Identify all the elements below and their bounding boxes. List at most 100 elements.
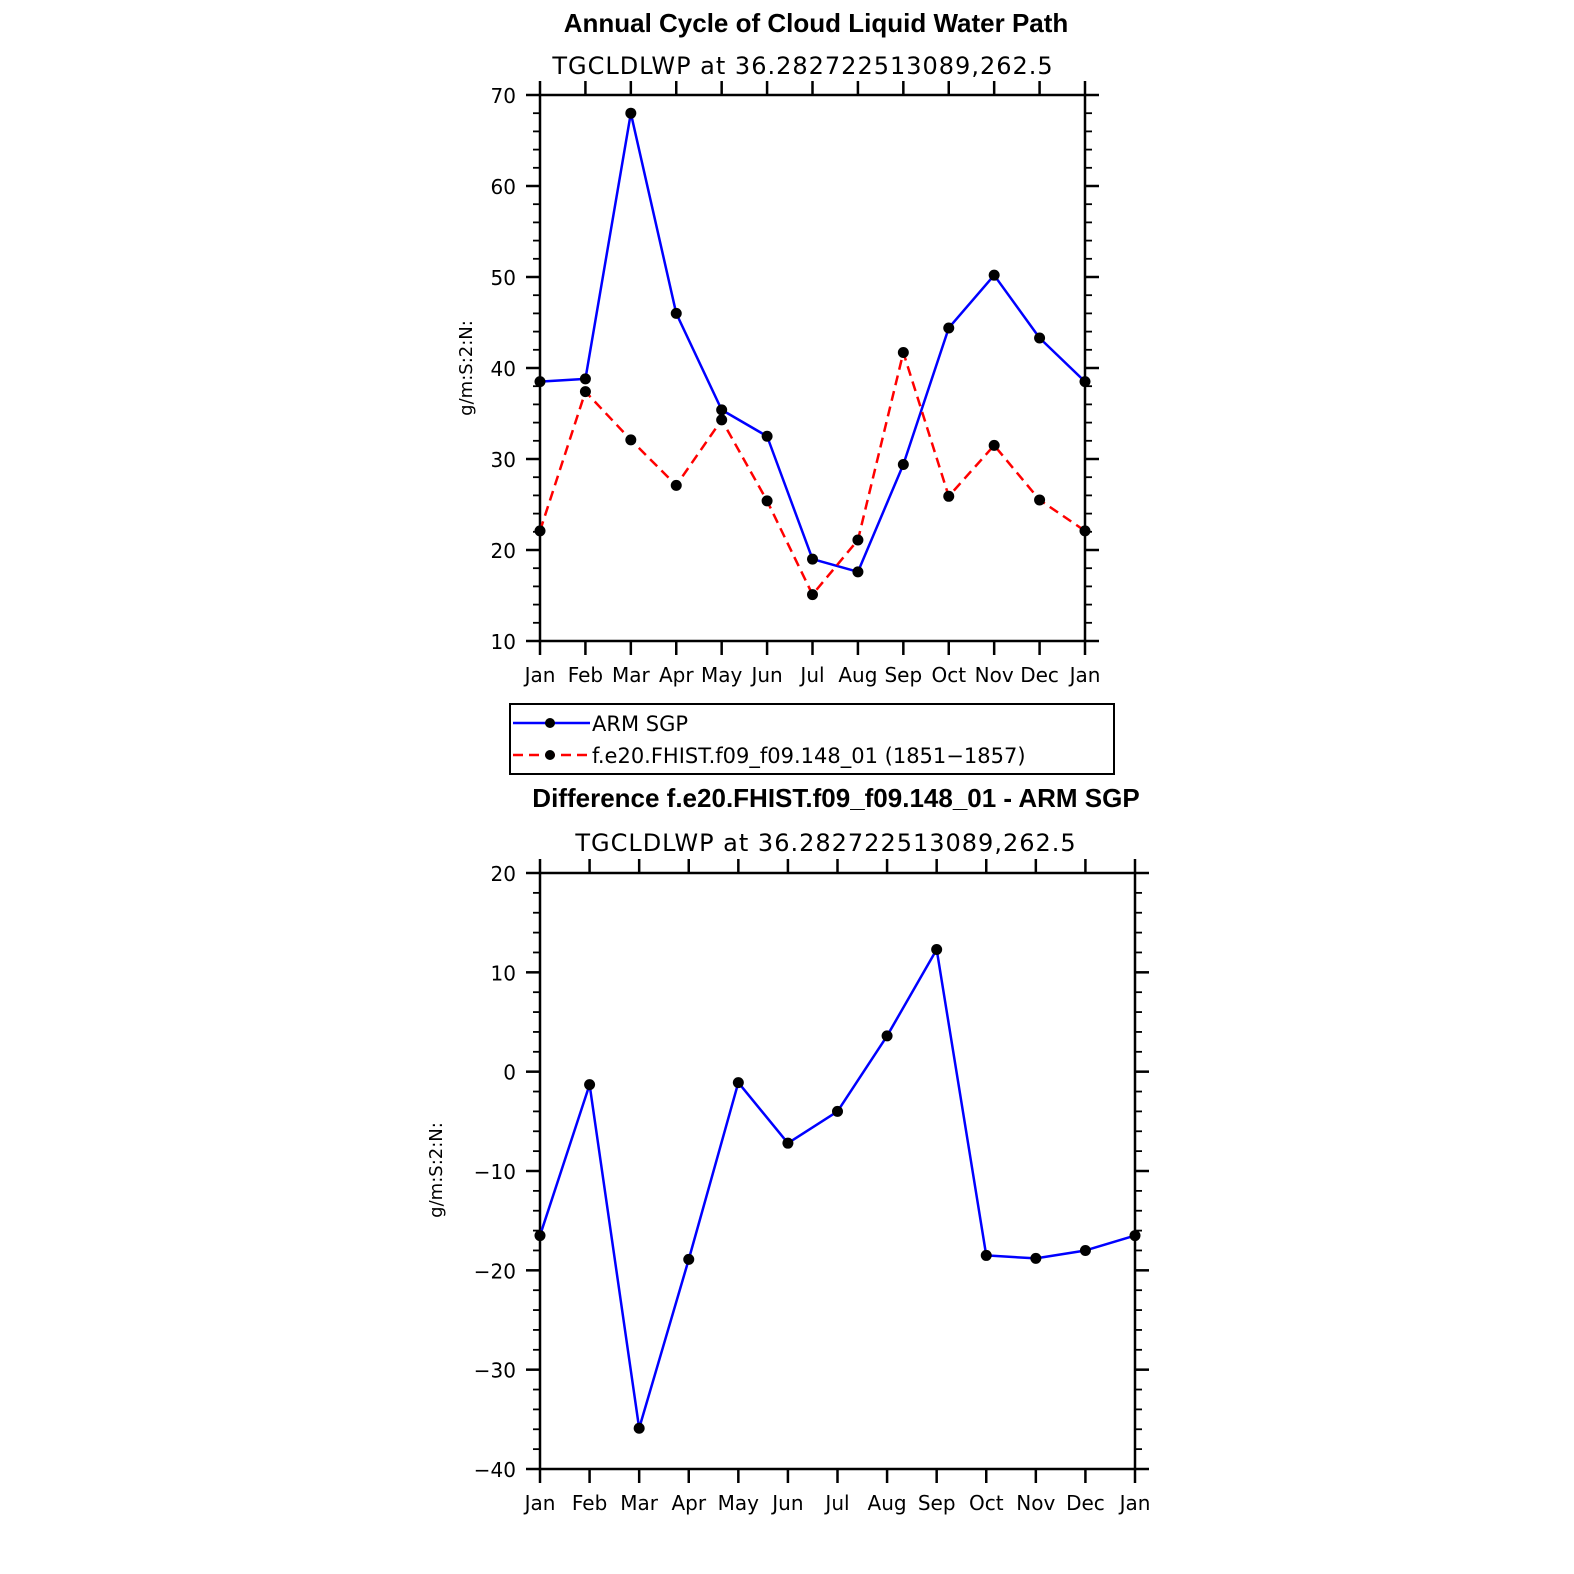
y-tick-label: 70 <box>491 84 516 108</box>
plot-frame <box>526 81 1099 655</box>
chart-title: Difference f.e20.FHIST.f09_f09.148_01 - … <box>532 783 1139 813</box>
y-tick-label: 10 <box>491 961 516 985</box>
data-point-0 <box>1129 1230 1141 1242</box>
y-tick-label: 60 <box>491 175 516 199</box>
data-point-0 <box>782 1137 794 1149</box>
chart-subtitle: TGCLDLWP at 36.282722513089,262.5 <box>551 52 1053 80</box>
x-tick-label: Dec <box>1066 1491 1105 1515</box>
data-point-0 <box>732 1077 744 1089</box>
legend-marker-model <box>545 750 555 760</box>
data-point-1 <box>670 479 682 491</box>
data-point-0 <box>534 376 546 388</box>
x-tick-label: Apr <box>659 663 694 687</box>
data-point-1 <box>579 386 591 398</box>
data-point-0 <box>633 1422 645 1434</box>
data-point-0 <box>579 373 591 385</box>
x-tick-label: Jan <box>523 663 556 687</box>
x-tick-label: Aug <box>838 663 877 687</box>
data-point-1 <box>943 490 955 502</box>
data-point-1 <box>761 495 773 507</box>
x-tick-label: Apr <box>671 1491 706 1515</box>
y-tick-label: −20 <box>474 1259 516 1283</box>
data-point-0 <box>534 1230 546 1242</box>
y-tick-label: −30 <box>474 1359 516 1383</box>
data-point-1 <box>852 534 864 546</box>
legend-marker-arm <box>545 718 555 728</box>
y-tick-label: 20 <box>491 539 516 563</box>
y-tick-labels: −40 −30 −20 −10 0 10 20 <box>474 862 516 1482</box>
chart-subtitle: TGCLDLWP at 36.282722513089,262.5 <box>574 829 1076 857</box>
data-point-0 <box>881 1030 893 1042</box>
y-tick-label: 30 <box>491 448 516 472</box>
y-tick-label: 10 <box>491 630 516 654</box>
series-line-0 <box>539 111 1086 574</box>
data-point-1 <box>897 347 909 359</box>
data-point-0 <box>897 458 909 470</box>
y-axis-label: g/m:S:2:N: <box>456 320 477 416</box>
x-tick-labels: Jan Feb Mar Apr May Jun Jul Aug Sep Oct Nov Dec Jan <box>523 663 1101 687</box>
data-point-0 <box>807 553 818 565</box>
data-point-1 <box>625 434 637 446</box>
x-tick-labels: Jan Feb Mar Apr May Jun Jul Aug Sep Oct Nov Dec Jan <box>523 1491 1151 1515</box>
x-tick-label: Jul <box>823 1491 849 1515</box>
data-point-1 <box>807 589 818 601</box>
x-tick-label: Jul <box>798 663 824 687</box>
y-tick-label: 40 <box>491 357 516 381</box>
data-point-0 <box>683 1253 695 1265</box>
x-tick-label: Feb <box>572 1491 607 1515</box>
data-point-0 <box>670 307 682 319</box>
y-tick-labels: 10 20 30 40 50 60 70 <box>491 84 516 654</box>
plot-border <box>538 871 1137 1471</box>
data-point-0 <box>1034 332 1046 344</box>
data-point-0 <box>1079 376 1091 388</box>
x-tick-label: Jan <box>1118 1491 1151 1515</box>
difference-chart: Difference f.e20.FHIST.f09_f09.148_01 - … <box>426 783 1150 1515</box>
y-tick-label: −10 <box>474 1160 516 1184</box>
x-tick-label: Jun <box>770 1491 803 1515</box>
legend-label-model: f.e20.FHIST.f09_f09.148_01 (1851−1857) <box>592 744 1026 769</box>
data-point-0 <box>1079 1244 1091 1256</box>
data-point-0 <box>584 1079 596 1091</box>
x-tick-label: Mar <box>620 1491 659 1515</box>
x-tick-label: May <box>718 1491 760 1515</box>
x-tick-label: Jan <box>523 1491 556 1515</box>
x-tick-label: Dec <box>1020 663 1059 687</box>
x-tick-label: Oct <box>931 663 966 687</box>
legend: ARM SGP f.e20.FHIST.f09_f09.148_01 (1851… <box>509 703 1115 775</box>
x-tick-label: Mar <box>612 663 651 687</box>
y-tick-label: 50 <box>491 266 516 290</box>
x-tick-label: May <box>701 663 743 687</box>
x-tick-label: Jan <box>1068 663 1101 687</box>
data-point-0 <box>980 1249 992 1261</box>
data-point-0 <box>761 430 773 442</box>
x-tick-label: Sep <box>884 663 922 687</box>
annual-cycle-chart: Annual Cycle of Cloud Liquid Water Path … <box>456 8 1100 687</box>
x-tick-label: Oct <box>969 1491 1004 1515</box>
data-point-0 <box>988 269 1000 281</box>
x-tick-label: Sep <box>918 1491 956 1515</box>
data-point-0 <box>716 404 728 416</box>
data-point-1 <box>534 525 546 537</box>
y-tick-label: −40 <box>474 1458 516 1482</box>
data-point-0 <box>931 943 943 955</box>
chart-title: Annual Cycle of Cloud Liquid Water Path <box>564 8 1069 38</box>
y-axis-label: g/m:S:2:N: <box>426 1122 447 1218</box>
data-point-0 <box>852 566 864 578</box>
data-point-0 <box>943 322 955 334</box>
legend-box <box>509 703 1115 775</box>
y-tick-label: 0 <box>503 1061 516 1085</box>
series-line-0 <box>538 948 1136 1430</box>
x-tick-label: Aug <box>868 1491 907 1515</box>
series-layer <box>534 107 1091 601</box>
x-tick-label: Feb <box>568 663 603 687</box>
data-point-0 <box>1030 1252 1042 1264</box>
legend-label-arm: ARM SGP <box>592 712 688 736</box>
x-tick-label: Nov <box>1016 1491 1055 1515</box>
data-point-0 <box>832 1105 843 1117</box>
data-point-1 <box>988 439 1000 451</box>
data-point-1 <box>1079 525 1091 537</box>
plot-frame <box>526 859 1149 1483</box>
x-tick-label: Jun <box>749 663 782 687</box>
data-point-1 <box>1034 494 1046 506</box>
x-tick-label: Nov <box>975 663 1014 687</box>
